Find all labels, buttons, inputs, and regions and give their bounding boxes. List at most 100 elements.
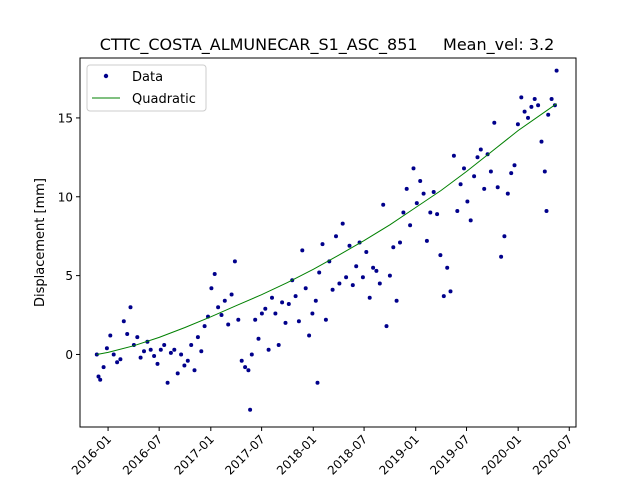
y-tick-label: 0 bbox=[65, 348, 73, 362]
data-point bbox=[411, 166, 416, 171]
data-point bbox=[505, 191, 510, 196]
data-point bbox=[108, 333, 113, 338]
data-point bbox=[542, 169, 547, 174]
data-point bbox=[347, 243, 352, 248]
data-point bbox=[364, 250, 369, 254]
data-point bbox=[472, 174, 477, 179]
data-point bbox=[387, 273, 392, 278]
data-point bbox=[273, 311, 278, 316]
data-point bbox=[492, 120, 497, 125]
fit-layer bbox=[96, 103, 557, 355]
data-point bbox=[280, 300, 285, 305]
data-point bbox=[401, 210, 406, 215]
data-point bbox=[239, 358, 244, 363]
data-point bbox=[303, 286, 308, 291]
data-point bbox=[519, 95, 524, 100]
data-point bbox=[226, 322, 231, 327]
data-point bbox=[313, 298, 318, 303]
data-point bbox=[307, 333, 312, 338]
data-point bbox=[462, 166, 466, 171]
data-point bbox=[219, 313, 224, 317]
data-point bbox=[229, 292, 234, 297]
data-layer bbox=[94, 68, 559, 412]
y-tick-label: 15 bbox=[58, 111, 73, 125]
data-point bbox=[172, 347, 177, 352]
data-point bbox=[236, 317, 241, 322]
data-point bbox=[118, 357, 123, 362]
data-point bbox=[135, 335, 140, 340]
data-point bbox=[315, 380, 320, 385]
data-point bbox=[340, 221, 345, 226]
data-point bbox=[475, 155, 480, 160]
data-point bbox=[256, 336, 261, 341]
data-point bbox=[179, 352, 184, 357]
data-point bbox=[441, 294, 446, 299]
data-point bbox=[168, 350, 173, 355]
data-point bbox=[478, 147, 483, 152]
data-point bbox=[138, 355, 143, 360]
data-point bbox=[185, 358, 190, 363]
data-point bbox=[125, 332, 130, 336]
data-point bbox=[209, 286, 214, 291]
data-point bbox=[259, 311, 264, 316]
data-point bbox=[445, 265, 450, 270]
data-point bbox=[344, 275, 349, 280]
data-point bbox=[539, 139, 544, 144]
data-point bbox=[367, 295, 372, 300]
data-point bbox=[296, 319, 301, 324]
y-tick-label: 10 bbox=[58, 190, 73, 204]
data-point bbox=[404, 186, 409, 191]
data-point bbox=[377, 281, 382, 286]
data-point bbox=[152, 354, 157, 358]
data-point bbox=[360, 275, 365, 280]
data-point bbox=[515, 122, 520, 127]
data-point bbox=[509, 171, 514, 176]
data-point bbox=[465, 199, 470, 204]
data-point bbox=[451, 153, 456, 158]
data-point bbox=[554, 68, 559, 73]
data-point bbox=[529, 104, 534, 109]
data-point bbox=[104, 346, 109, 351]
data-point bbox=[175, 371, 180, 376]
data-point bbox=[202, 324, 207, 329]
data-point bbox=[266, 347, 271, 352]
data-point bbox=[216, 305, 221, 310]
chart-title: CTTC_COSTA_ALMUNECAR_S1_ASC_851 Mean_vel… bbox=[100, 35, 555, 55]
data-point bbox=[337, 281, 342, 286]
data-point bbox=[549, 97, 554, 101]
data-point bbox=[371, 265, 376, 270]
data-point bbox=[374, 268, 379, 273]
data-point bbox=[532, 97, 537, 101]
data-point bbox=[293, 294, 298, 299]
plot-area bbox=[79, 57, 577, 428]
data-point bbox=[98, 377, 103, 382]
data-point bbox=[121, 319, 126, 324]
data-point bbox=[431, 190, 436, 194]
data-point bbox=[96, 374, 101, 379]
data-point bbox=[199, 349, 204, 354]
data-point bbox=[438, 253, 443, 258]
data-point bbox=[111, 352, 116, 357]
legend-label-data: Data bbox=[132, 70, 163, 85]
data-point bbox=[189, 343, 194, 347]
data-point bbox=[155, 361, 160, 366]
data-point bbox=[300, 248, 305, 253]
data-point bbox=[310, 311, 315, 316]
data-point bbox=[414, 201, 419, 206]
data-point bbox=[323, 317, 328, 322]
data-point bbox=[495, 185, 500, 190]
data-point bbox=[276, 343, 281, 347]
data-point bbox=[128, 305, 133, 310]
y-tick-label: 5 bbox=[65, 269, 73, 283]
data-point bbox=[142, 349, 146, 354]
data-point bbox=[158, 347, 163, 352]
quadratic-fit-line bbox=[96, 103, 557, 355]
data-point bbox=[246, 368, 251, 373]
data-point bbox=[424, 238, 429, 243]
data-point bbox=[384, 324, 389, 329]
data-point bbox=[253, 317, 258, 322]
data-point bbox=[488, 169, 493, 174]
data-point bbox=[212, 272, 217, 276]
data-point bbox=[536, 103, 541, 108]
